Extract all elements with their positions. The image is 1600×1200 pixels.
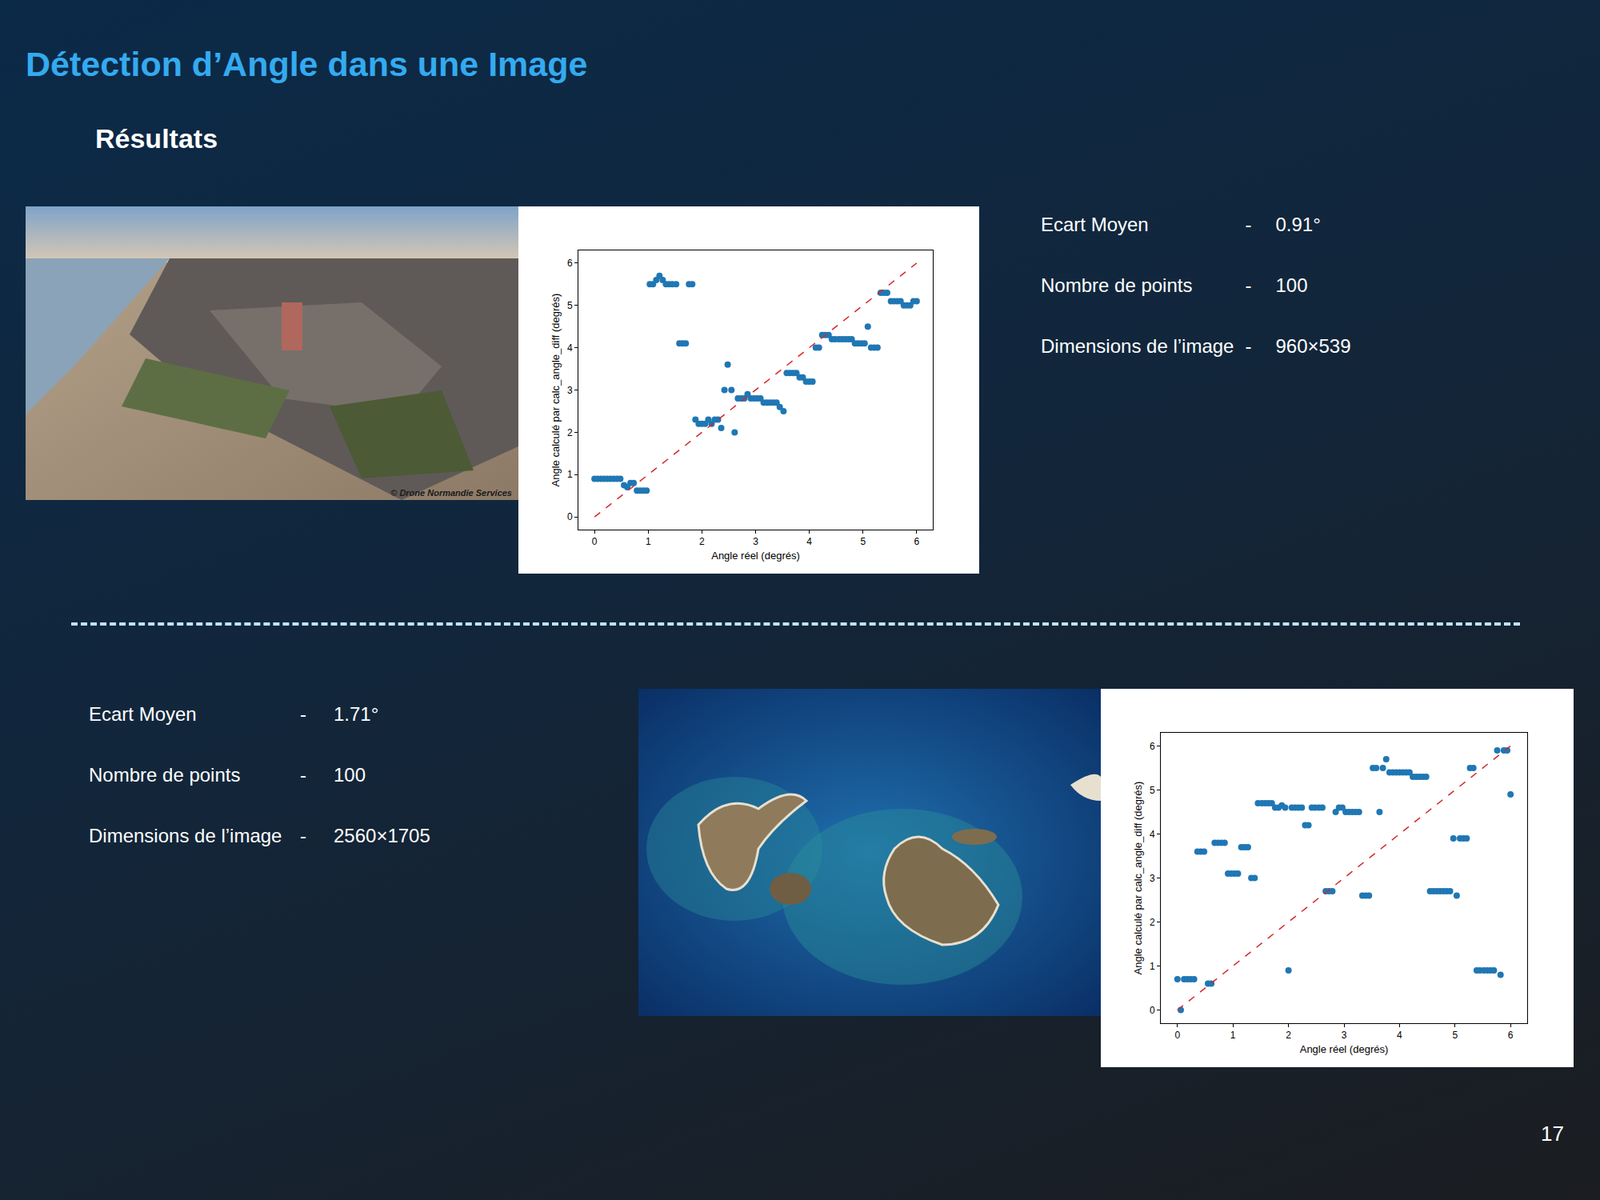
html-text:100: 100 xyxy=(333,764,366,786)
svg-text:3: 3 xyxy=(1341,1029,1348,1041)
svg-text:4: 4 xyxy=(567,342,573,354)
html-text:960×539: 960×539 xyxy=(1275,335,1351,357)
svg-text:0: 0 xyxy=(1174,1029,1180,1041)
svg-text:5: 5 xyxy=(1149,784,1156,796)
html-text:1.71°: 1.71° xyxy=(333,703,379,725)
svg-text:0: 0 xyxy=(567,511,573,523)
svg-text:Angle réel (degrés): Angle réel (degrés) xyxy=(711,549,800,562)
svg-text:6: 6 xyxy=(567,257,573,269)
svg-text:4: 4 xyxy=(806,536,812,548)
svg-text:5: 5 xyxy=(567,300,573,312)
html-text:100: 100 xyxy=(1275,274,1308,296)
svg-text:2: 2 xyxy=(1285,1029,1292,1041)
svg-text:1: 1 xyxy=(645,536,652,548)
svg-text:2: 2 xyxy=(567,427,573,439)
svg-text:1: 1 xyxy=(567,468,573,480)
svg-text:4: 4 xyxy=(1149,828,1156,840)
html-text:Nombre de points: Nombre de points xyxy=(88,764,241,786)
svg-text:© Drone Normandie Services: © Drone Normandie Services xyxy=(390,488,512,498)
svg-text:5: 5 xyxy=(860,536,866,548)
html-text:17: 17 xyxy=(1540,1121,1564,1146)
svg-text:Angle calculé par calc_angle_d: Angle calculé par calc_angle_diff (degré… xyxy=(1132,781,1144,976)
svg-text:3: 3 xyxy=(752,536,759,548)
svg-text:4: 4 xyxy=(1396,1029,1403,1041)
svg-text:2: 2 xyxy=(1149,916,1156,928)
svg-text:5: 5 xyxy=(1452,1029,1458,1041)
svg-text:6: 6 xyxy=(1508,1029,1514,1041)
html-text:Ecart Moyen: Ecart Moyen xyxy=(88,703,197,725)
svg-text:2: 2 xyxy=(699,536,705,548)
html-text:Résultats: Résultats xyxy=(95,123,218,154)
svg-text:3: 3 xyxy=(567,384,573,396)
html-text:Ecart Moyen: Ecart Moyen xyxy=(1040,213,1149,236)
svg-text:Angle calculé par calc_angle_d: Angle calculé par calc_angle_diff (degré… xyxy=(549,293,562,488)
svg-text:0: 0 xyxy=(1149,1004,1156,1016)
svg-text:6: 6 xyxy=(1149,740,1156,752)
svg-text:1: 1 xyxy=(1149,960,1156,972)
html-text:Nombre de points: Nombre de points xyxy=(1040,274,1193,296)
svg-text:3: 3 xyxy=(1149,872,1156,884)
svg-text:0: 0 xyxy=(592,536,598,548)
svg-text:1: 1 xyxy=(1230,1029,1236,1041)
html-text:Détection d’Angle dans une Ima: Détection d’Angle dans une Image xyxy=(25,44,588,84)
svg-text:6: 6 xyxy=(914,536,920,548)
html-text:0.91°: 0.91° xyxy=(1275,213,1321,236)
html-text:2560×1705: 2560×1705 xyxy=(333,824,431,847)
html-text:Dimensions de l’image: Dimensions de l’image xyxy=(1040,335,1234,357)
html-text:Dimensions de l’image: Dimensions de l’image xyxy=(88,824,282,847)
svg-text:Angle réel (degrés): Angle réel (degrés) xyxy=(1300,1043,1389,1056)
